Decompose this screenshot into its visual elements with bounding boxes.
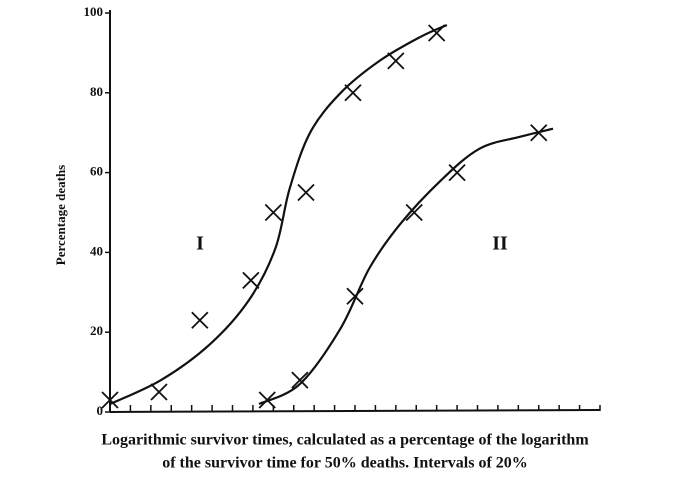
cross-point [191, 311, 209, 329]
cross-point [242, 271, 260, 289]
cross-point [405, 203, 423, 222]
y-tick-label: 100 [84, 4, 104, 19]
cross-point [387, 52, 405, 70]
fitted-curve [109, 23, 448, 406]
cross-point [448, 163, 466, 182]
cross-point [344, 84, 362, 102]
curve-label: I [196, 233, 204, 255]
y-tick-label: 40 [90, 243, 103, 258]
y-tick-label: 60 [90, 164, 103, 179]
cross-point [346, 287, 364, 305]
x-axis-label: of the survivor time for 50% deaths. Int… [162, 455, 528, 472]
y-tick-label: 0 [97, 403, 104, 418]
cross-point [101, 391, 119, 409]
y-tick-label: 20 [90, 323, 103, 338]
cross-point [264, 203, 282, 222]
cross-point [297, 183, 315, 202]
y-tick-label: 80 [90, 84, 103, 99]
x-axis-label: Logarithmic survivor times, calculated a… [101, 432, 589, 449]
cross-point [258, 391, 276, 409]
curve-label: II [492, 233, 508, 255]
cross-point [530, 124, 548, 142]
y-axis-label: Percentage deaths [53, 165, 68, 265]
cross-point [150, 383, 168, 401]
fitted-curve [258, 127, 554, 406]
cross-point [291, 371, 309, 389]
cross-point [428, 24, 446, 42]
